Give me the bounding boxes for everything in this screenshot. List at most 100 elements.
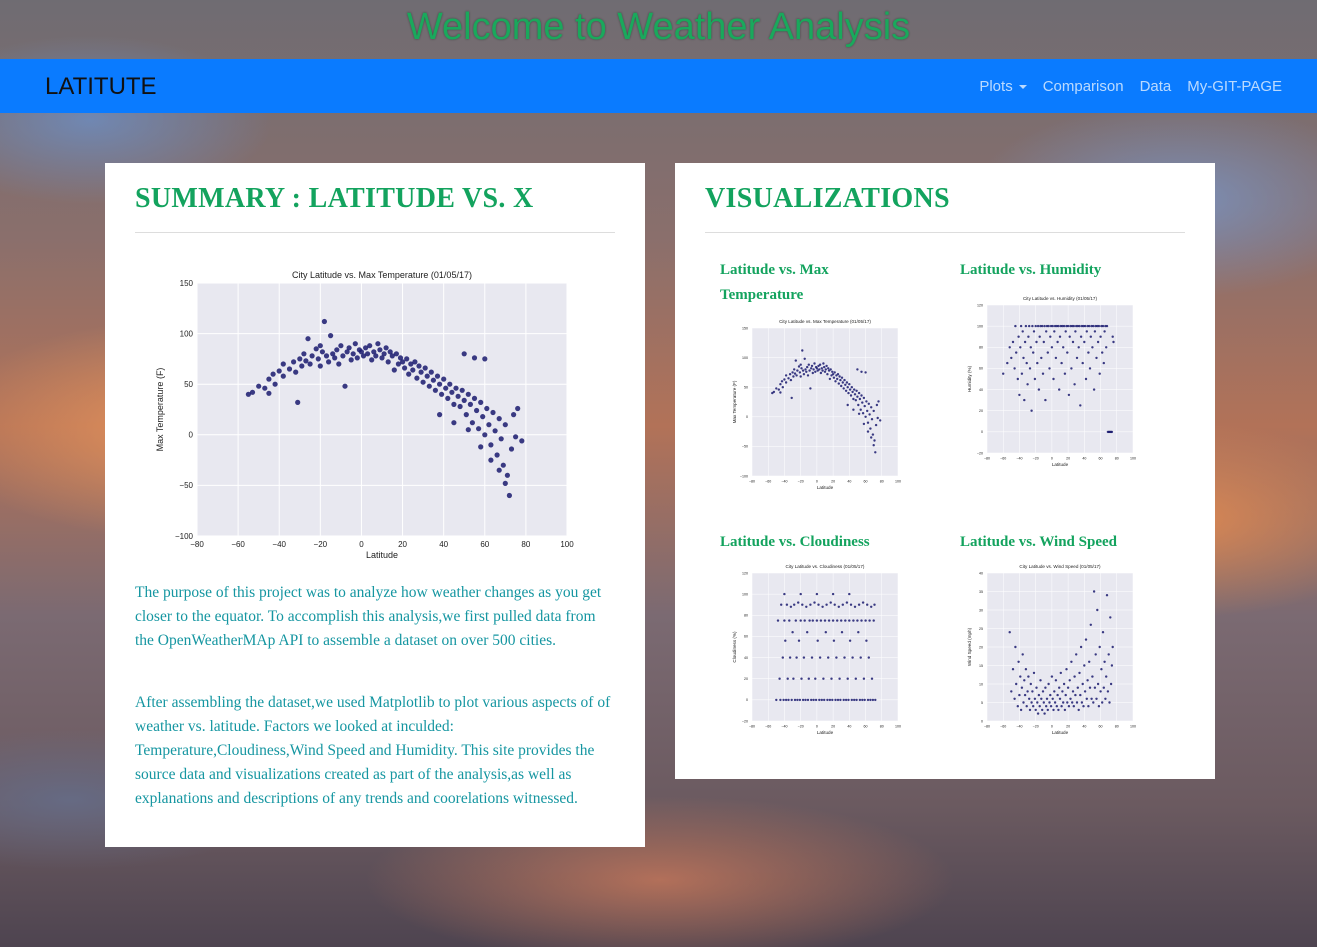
y-tick-label: −50 xyxy=(742,445,748,449)
data-point xyxy=(1002,372,1005,375)
data-point xyxy=(831,373,835,376)
data-point xyxy=(809,387,812,390)
x-tick-label: −60 xyxy=(1000,457,1006,461)
viz-chart-max-temperature[interactable]: −80 −60 −40 −20 0 20 40 60 80 100 −100 −50 0 50 100 150… xyxy=(730,316,905,496)
y-tick-label: −100 xyxy=(175,532,194,541)
data-point xyxy=(408,361,414,367)
data-point xyxy=(794,619,797,622)
viz-title-wind-speed[interactable]: Latitude vs. Wind Speed xyxy=(960,534,1117,550)
data-point xyxy=(445,395,451,401)
nav-link-git-page[interactable]: My-GIT-PAGE xyxy=(1187,77,1282,95)
data-point xyxy=(872,444,875,447)
data-point xyxy=(1079,335,1083,338)
data-point xyxy=(834,698,837,702)
y-tick-label: 0 xyxy=(981,719,983,723)
viz-title-humidity[interactable]: Latitude vs. Humidity xyxy=(960,262,1102,278)
y-tick-label: 20 xyxy=(744,677,748,681)
nav-link-plots[interactable]: Plots xyxy=(979,78,1027,95)
data-point xyxy=(836,373,840,376)
data-point xyxy=(824,368,827,371)
data-point xyxy=(336,361,342,367)
viz-title-max-temperature[interactable]: Latitude vs. Max Temperature xyxy=(720,262,829,303)
data-point xyxy=(266,390,272,396)
summary-heading: SUMMARY : LATITUDE VS. X xyxy=(135,183,534,214)
data-point xyxy=(866,430,870,433)
data-point xyxy=(860,370,863,373)
data-point xyxy=(801,698,805,702)
data-point xyxy=(1097,705,1101,708)
data-point xyxy=(315,356,321,362)
data-point xyxy=(834,380,837,383)
data-point xyxy=(853,393,857,396)
data-point xyxy=(831,592,835,596)
data-point xyxy=(797,639,801,642)
x-axis-label: Latitude xyxy=(1052,462,1069,467)
data-point xyxy=(789,605,793,608)
data-point xyxy=(377,347,383,353)
data-point xyxy=(849,603,853,606)
x-tick-label: 60 xyxy=(1099,725,1103,729)
data-point xyxy=(1048,367,1051,370)
data-point xyxy=(1104,697,1107,700)
data-point xyxy=(806,374,810,377)
data-point xyxy=(1105,324,1109,328)
x-tick-label: 0 xyxy=(816,480,818,484)
data-point xyxy=(840,376,844,379)
data-point xyxy=(1022,356,1025,360)
data-point xyxy=(1047,682,1050,686)
data-point xyxy=(1091,346,1094,349)
navbar-brand[interactable]: LATITUTE xyxy=(45,73,157,100)
data-point xyxy=(309,353,315,359)
data-point xyxy=(870,677,874,680)
data-point xyxy=(1066,351,1069,354)
data-point xyxy=(840,631,844,634)
viz-title-cloudiness[interactable]: Latitude vs. Cloudiness xyxy=(720,534,870,550)
data-point xyxy=(851,656,854,659)
data-point xyxy=(1108,701,1111,704)
data-point xyxy=(858,397,862,401)
data-point xyxy=(1023,340,1027,344)
data-point xyxy=(1092,388,1096,391)
data-point xyxy=(1033,697,1037,700)
data-point xyxy=(1008,631,1011,634)
data-point xyxy=(1076,686,1079,689)
data-point xyxy=(1083,340,1086,344)
data-point xyxy=(449,389,455,395)
data-point xyxy=(778,677,781,680)
data-point xyxy=(810,656,814,659)
y-tick-label: 50 xyxy=(744,385,748,389)
data-point xyxy=(402,365,408,371)
data-point xyxy=(256,383,262,389)
data-point xyxy=(816,639,819,642)
data-point xyxy=(1092,324,1095,328)
data-point xyxy=(876,416,879,420)
data-point xyxy=(1058,388,1061,391)
data-point xyxy=(307,361,313,367)
data-point xyxy=(792,677,795,680)
data-point xyxy=(864,619,867,622)
nav-link-comparison[interactable]: Comparison xyxy=(1042,77,1124,95)
data-point xyxy=(840,619,843,622)
x-tick-label: −40 xyxy=(781,725,787,729)
data-point xyxy=(1105,346,1108,349)
data-point xyxy=(782,698,785,702)
data-point xyxy=(852,408,855,411)
data-point xyxy=(814,677,817,680)
viz-chart-cloudiness[interactable]: −80 −60 −40 −20 0 20 40 60 80 100 −20 0 20 40 60 80 100 1… xyxy=(730,561,905,741)
x-tick-label: 40 xyxy=(847,725,851,729)
data-point xyxy=(869,427,872,430)
x-tick-label: 80 xyxy=(1115,725,1119,729)
viz-chart-humidity[interactable]: −80 −60 −40 −20 0 20 40 60 80 100 −20 0 20 40 60 80 100 1… xyxy=(965,293,1140,473)
nav-link-data[interactable]: Data xyxy=(1139,77,1172,95)
data-point xyxy=(845,601,849,604)
data-point xyxy=(344,349,350,355)
data-point xyxy=(426,383,432,389)
data-point xyxy=(1083,664,1086,667)
data-point xyxy=(1070,660,1073,663)
data-point xyxy=(827,619,831,622)
data-point xyxy=(784,374,788,377)
data-point xyxy=(848,639,852,642)
x-tick-label: −60 xyxy=(765,725,771,729)
data-point xyxy=(841,381,844,384)
viz-chart-wind-speed[interactable]: −80 −60 −40 −20 0 20 40 60 80 100 0 5 10 15 20 25 30 35 40… xyxy=(965,561,1140,741)
